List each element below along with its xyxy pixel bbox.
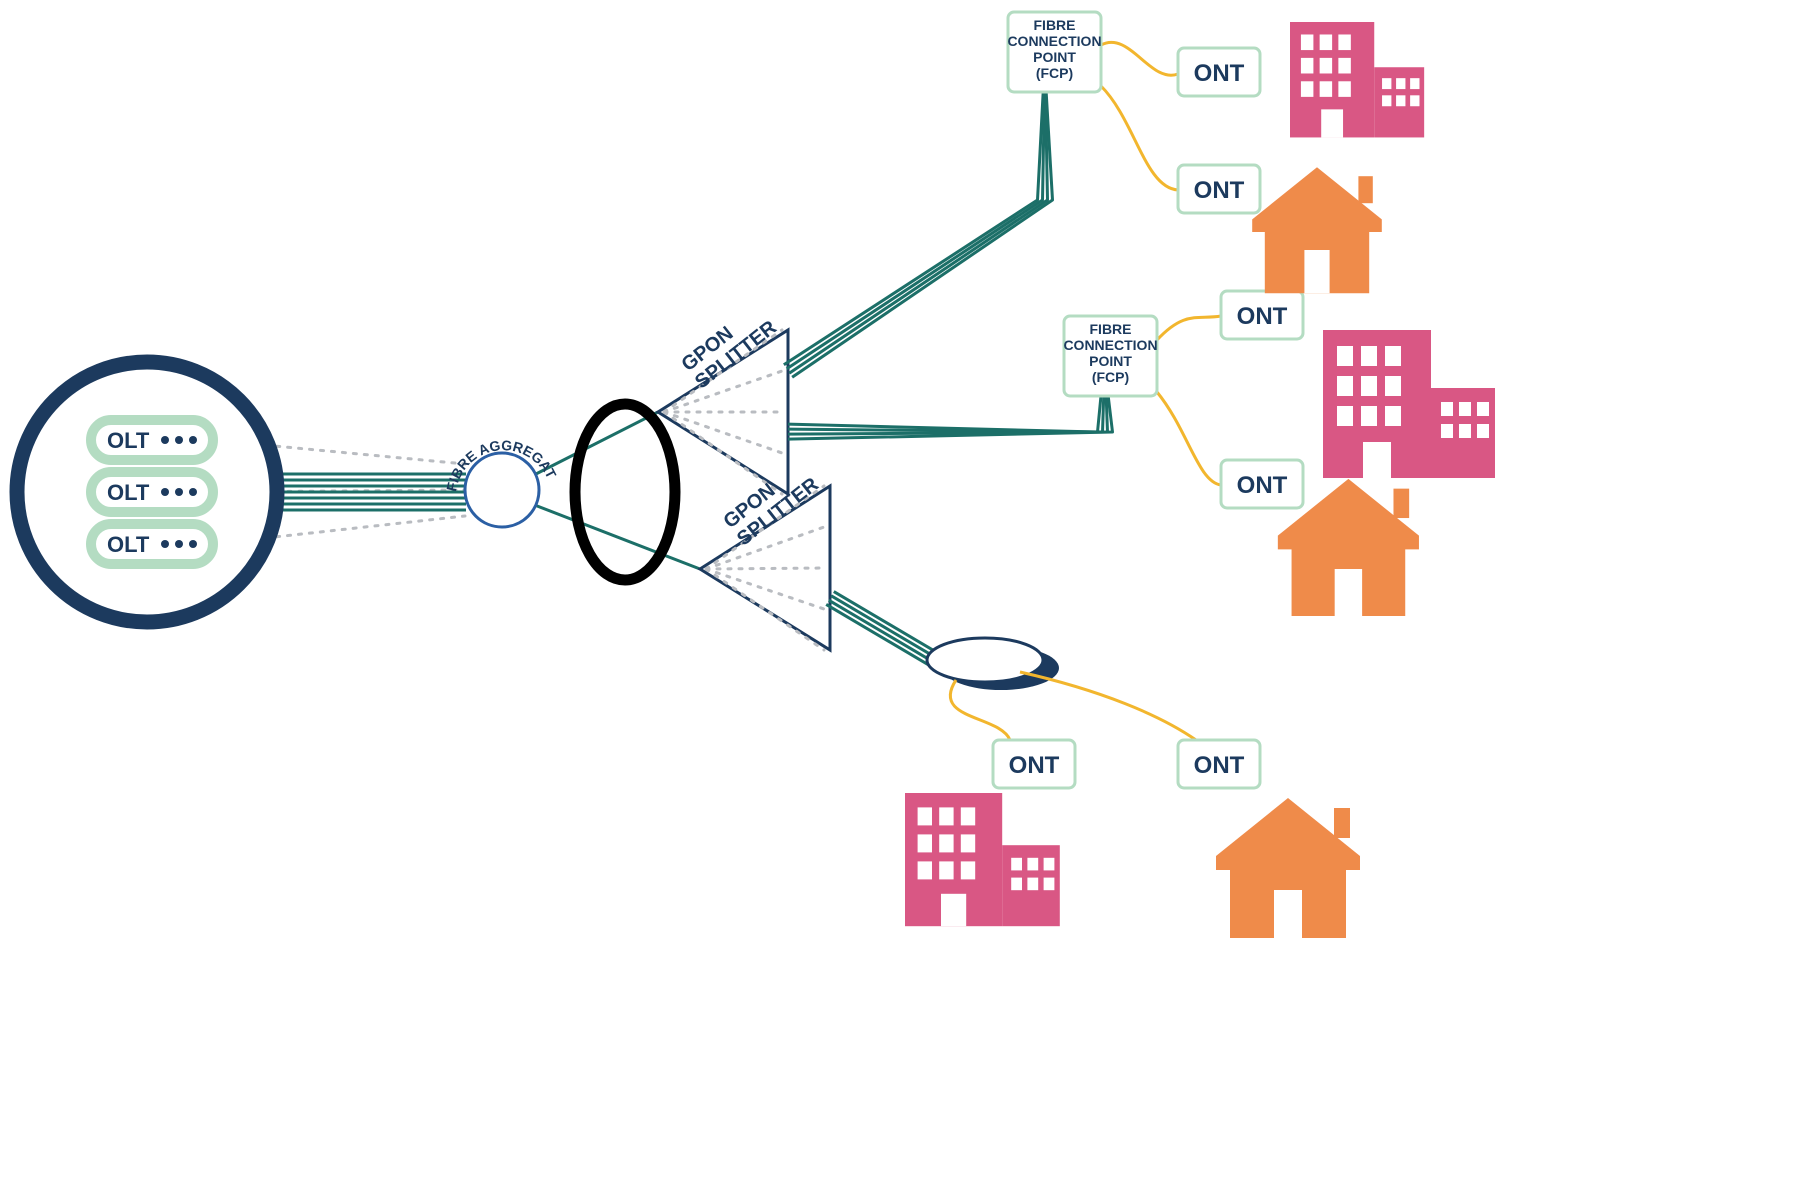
ont-label: ONT	[1194, 60, 1245, 87]
house-icon	[1216, 798, 1360, 938]
fcp-label: CONNECTION	[1063, 337, 1157, 353]
olt-label: OLT	[107, 480, 150, 505]
fcp-label: POINT	[1033, 49, 1076, 65]
fcp-label: CONNECTION	[1007, 33, 1101, 49]
olt-label: OLT	[107, 532, 150, 557]
ont-label: ONT	[1237, 303, 1288, 330]
fcp-label: (FCP)	[1036, 65, 1073, 81]
ont-label: ONT	[1194, 177, 1245, 204]
fcp-label: (FCP)	[1092, 369, 1129, 385]
ont-label: ONT	[1194, 752, 1245, 779]
office-icon	[1323, 330, 1495, 478]
fcp-label: FIBRE	[1090, 321, 1132, 337]
fcp-label: POINT	[1089, 353, 1132, 369]
ont-label: ONT	[1237, 472, 1288, 499]
drop-fibre	[1157, 392, 1221, 485]
drop-fibre	[1101, 86, 1178, 190]
office-icon	[1290, 22, 1424, 137]
fibre-network-diagram: OLTOLTOLTFIBRE AGGREGATION NODEGPONSPLIT…	[0, 0, 1811, 1199]
drop-fibre	[1101, 42, 1178, 75]
fcp-label: FIBRE	[1034, 17, 1076, 33]
house-icon	[1252, 167, 1382, 293]
olt-label: OLT	[107, 428, 150, 453]
ont-label: ONT	[1009, 752, 1060, 779]
drop-fibre	[1157, 316, 1221, 340]
office-icon	[905, 793, 1060, 926]
fibre-aggregation-node	[465, 453, 539, 527]
access-pit-icon	[927, 638, 1043, 682]
drop-fibre	[1020, 672, 1196, 740]
